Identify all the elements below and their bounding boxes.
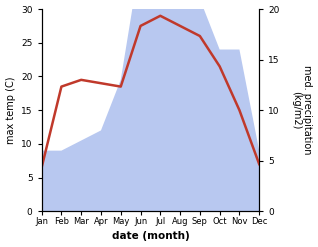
- Y-axis label: max temp (C): max temp (C): [5, 76, 16, 144]
- Y-axis label: med. precipitation
(kg/m2): med. precipitation (kg/m2): [291, 65, 313, 155]
- X-axis label: date (month): date (month): [112, 231, 189, 242]
